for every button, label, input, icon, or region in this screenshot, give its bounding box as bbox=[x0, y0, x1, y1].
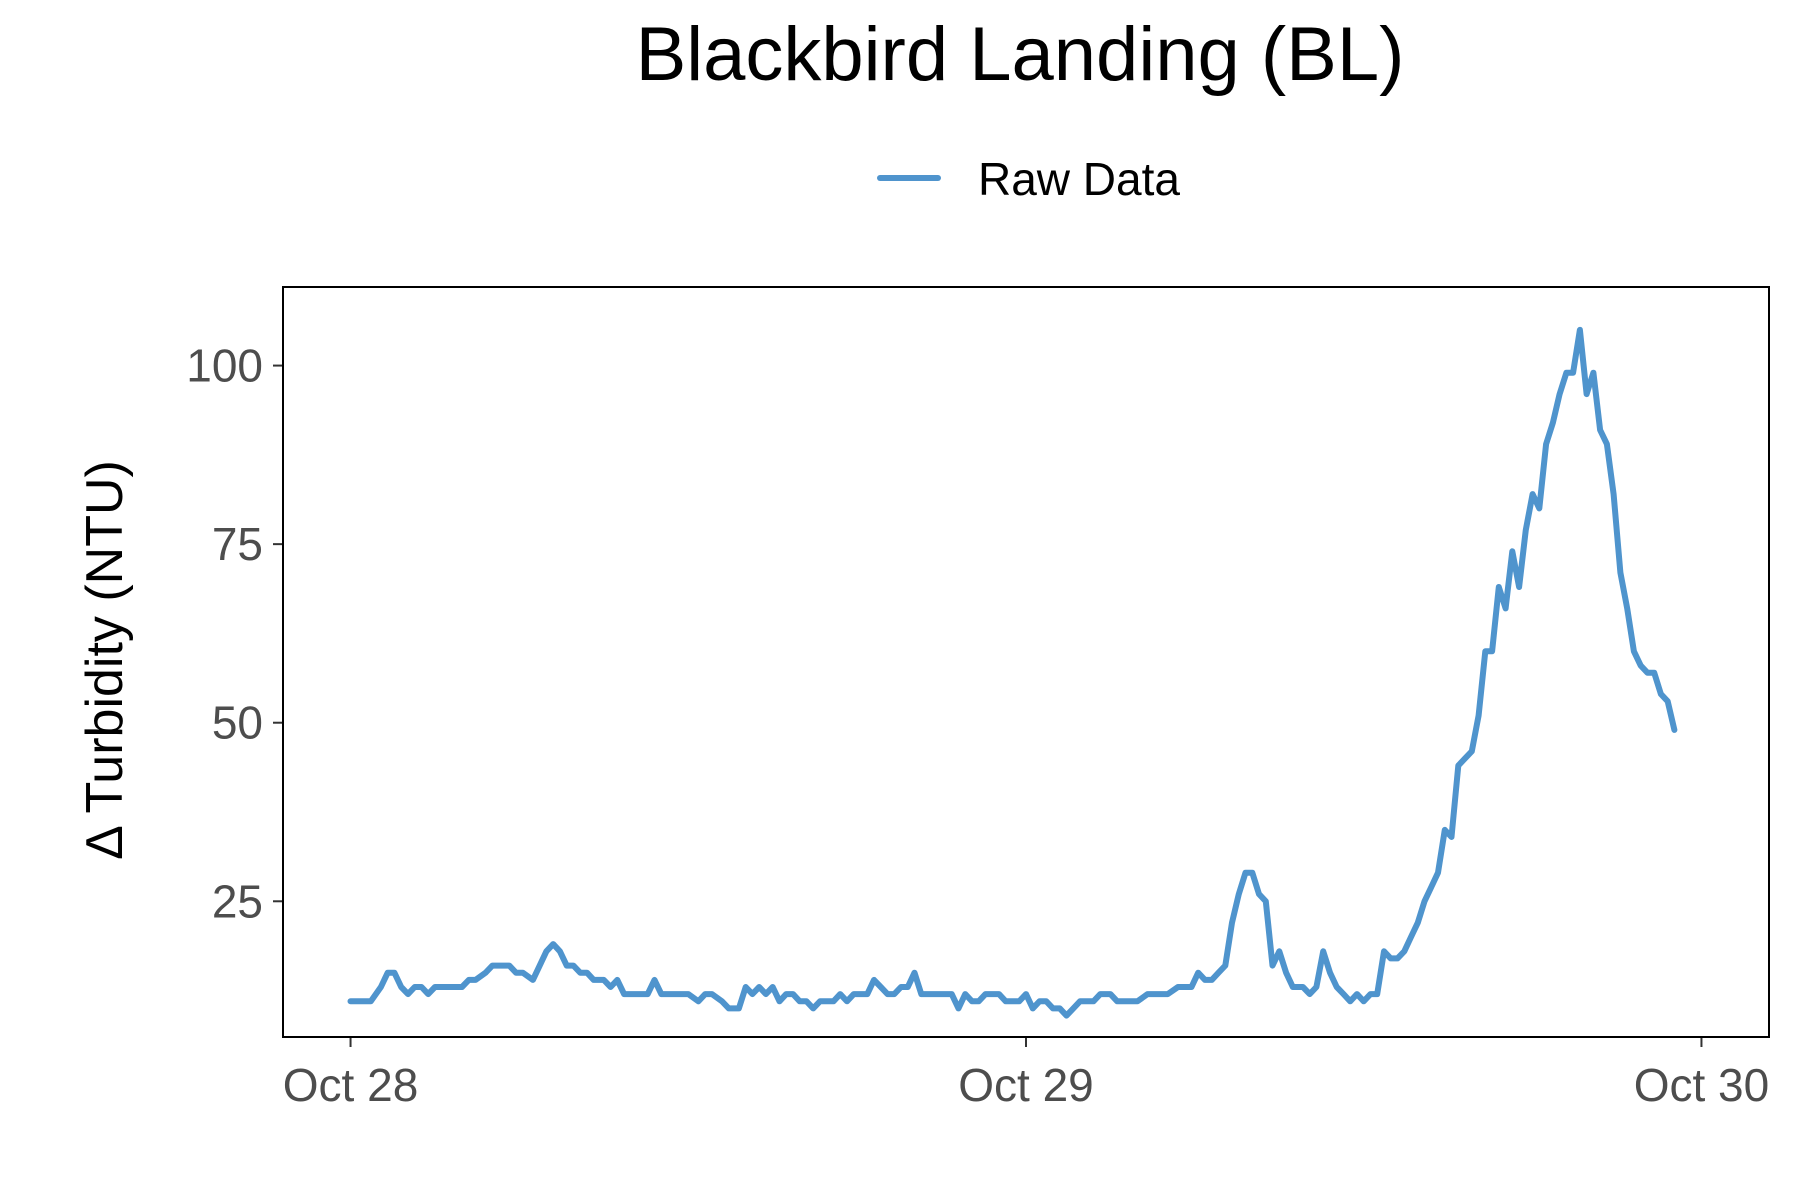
y-tick-label-100: 100 bbox=[186, 340, 263, 392]
x-tick-label-0: Oct 28 bbox=[283, 1059, 419, 1111]
legend: Raw Data bbox=[877, 153, 1180, 205]
series-line-raw-data bbox=[347, 326, 1678, 1019]
y-tick-label-75: 75 bbox=[212, 518, 263, 570]
x-tick-label-1: Oct 29 bbox=[958, 1059, 1094, 1111]
y-tick-label-25: 25 bbox=[212, 875, 263, 927]
y-tick-label-50: 50 bbox=[212, 697, 263, 749]
plot-panel bbox=[282, 286, 1770, 1038]
legend-label-raw-data: Raw Data bbox=[978, 153, 1180, 205]
y-axis-title: Δ Turbidity (NTU) bbox=[76, 460, 134, 860]
x-tick-label-2: Oct 30 bbox=[1634, 1059, 1770, 1111]
x-axis: Oct 28 Oct 29 Oct 30 bbox=[283, 1037, 1769, 1111]
chart-title: Blackbird Landing (BL) bbox=[636, 12, 1405, 97]
y-axis: 25 50 75 100 bbox=[186, 340, 283, 927]
